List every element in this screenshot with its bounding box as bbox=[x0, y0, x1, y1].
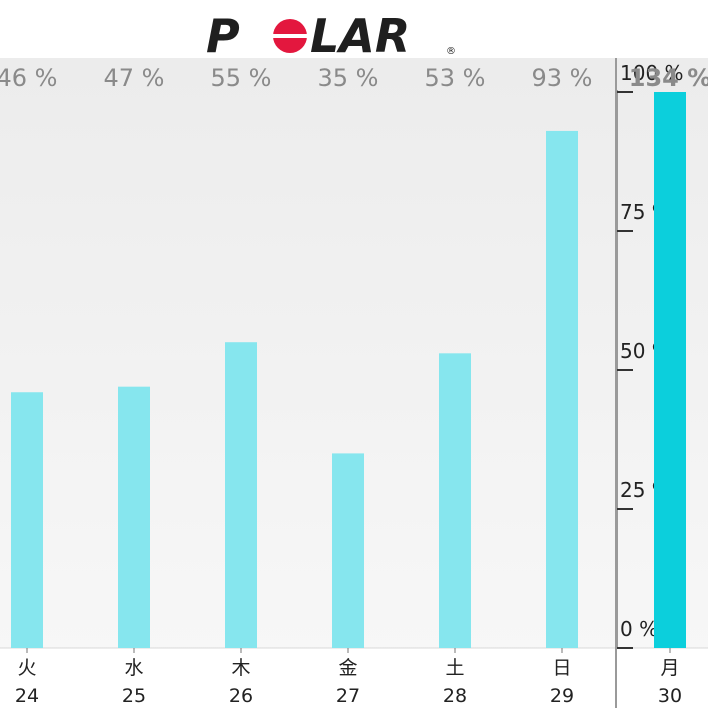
value-label: 47 % bbox=[104, 64, 165, 92]
value-label: 53 % bbox=[425, 64, 486, 92]
value-label: 55 % bbox=[211, 64, 272, 92]
app-header: P LAR ® bbox=[0, 0, 708, 58]
x-day-label: 日 bbox=[552, 657, 571, 679]
value-label: 35 % bbox=[318, 64, 379, 92]
bar-series bbox=[11, 92, 686, 649]
bar[interactable] bbox=[439, 353, 471, 648]
bar-today[interactable] bbox=[654, 92, 686, 648]
bar[interactable] bbox=[225, 342, 257, 648]
bar[interactable] bbox=[11, 392, 43, 648]
x-date-label: 30 bbox=[658, 685, 682, 707]
logo-wordmark-start: P bbox=[206, 10, 240, 56]
x-day-label: 金 bbox=[338, 657, 357, 679]
x-date-label: 26 bbox=[229, 685, 253, 707]
y-axis: 0 %25 %50 %75 %100 % bbox=[616, 61, 684, 649]
x-axis-band bbox=[0, 648, 708, 708]
y-tick-label: 0 % bbox=[620, 617, 658, 641]
x-day-label: 火 bbox=[17, 657, 36, 679]
bar[interactable] bbox=[546, 130, 578, 649]
value-label: 46 % bbox=[0, 64, 57, 92]
logo-wordmark-end: LAR bbox=[310, 10, 410, 56]
value-label: 93 % bbox=[532, 64, 593, 92]
x-date-label: 27 bbox=[336, 685, 360, 707]
x-date-label: 25 bbox=[122, 685, 146, 707]
x-axis-labels: 火 24 水 25 木 26 金 27 土 28 日 29 月 30 bbox=[15, 648, 682, 707]
x-date-label: 29 bbox=[550, 685, 574, 707]
x-date-label: 24 bbox=[15, 685, 39, 707]
value-labels: 46 % 47 % 55 % 35 % 53 % 93 % 134 % bbox=[0, 64, 708, 92]
registered-mark: ® bbox=[446, 46, 456, 56]
value-label: 134 % bbox=[629, 64, 708, 92]
bar[interactable] bbox=[118, 386, 150, 648]
x-day-label: 土 bbox=[445, 657, 464, 679]
y-tick-label: 100 % bbox=[620, 61, 684, 85]
x-date-label: 28 bbox=[443, 685, 467, 707]
x-day-label: 木 bbox=[231, 657, 250, 679]
polar-logo: P LAR ® bbox=[206, 10, 456, 56]
activity-bar-chart: 0 %25 %50 %75 %100 % 46 % 47 % 55 % 35 % 53 … bbox=[0, 58, 708, 708]
x-day-label: 月 bbox=[660, 657, 679, 679]
bar[interactable] bbox=[332, 453, 364, 648]
x-day-label: 水 bbox=[124, 657, 143, 679]
logo-red-o bbox=[270, 19, 310, 53]
